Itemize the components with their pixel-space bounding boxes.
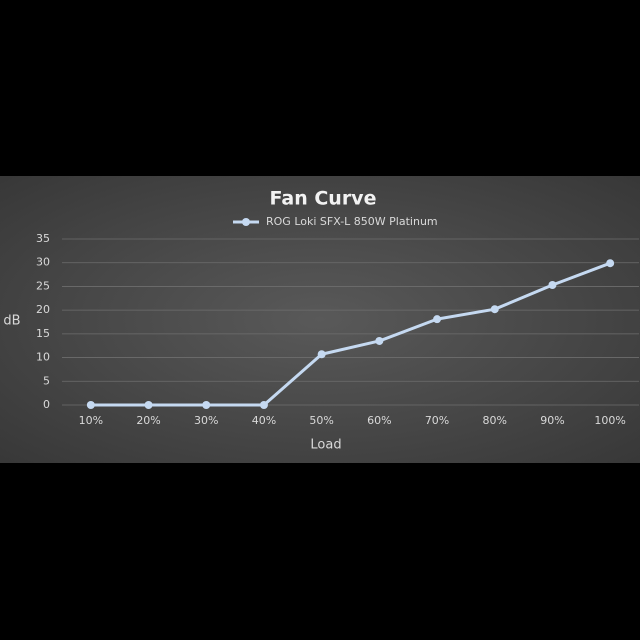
x-tick-label: 20%: [136, 414, 160, 427]
data-point: [433, 315, 442, 324]
x-tick-label: 10%: [79, 414, 103, 427]
y-tick-label: 35: [36, 232, 50, 245]
y-tick-label: 5: [43, 374, 50, 387]
legend-marker: [242, 218, 250, 226]
x-tick-label: 50%: [309, 414, 333, 427]
y-tick-label: 10: [36, 351, 50, 364]
chart-panel: [0, 176, 640, 463]
y-tick-label: 15: [36, 327, 50, 340]
y-tick-label: 25: [36, 279, 50, 292]
data-point: [202, 401, 211, 409]
data-point: [144, 401, 153, 409]
data-point: [259, 401, 268, 409]
data-point: [490, 305, 499, 314]
x-tick-label: 40%: [252, 414, 276, 427]
chart-title: Fan Curve: [270, 188, 377, 210]
y-tick-label: 20: [36, 303, 50, 316]
legend-label: ROG Loki SFX-L 850W Platinum: [266, 215, 438, 228]
x-tick-label: 80%: [483, 414, 507, 427]
y-tick-label: 0: [43, 398, 50, 411]
y-tick-label: 30: [36, 256, 50, 269]
x-axis-title: Load: [310, 438, 341, 453]
x-tick-label: 60%: [367, 414, 391, 427]
x-tick-label: 30%: [194, 414, 218, 427]
data-point: [548, 281, 557, 290]
series-line: [90, 261, 611, 407]
x-tick-label: 70%: [425, 414, 449, 427]
x-tick-label: 100%: [594, 414, 625, 427]
data-point: [317, 350, 326, 359]
data-point: [606, 259, 615, 268]
data-point: [375, 336, 384, 345]
data-point: [86, 401, 95, 409]
y-axis-title: dB: [3, 314, 20, 329]
x-tick-label: 90%: [540, 414, 564, 427]
